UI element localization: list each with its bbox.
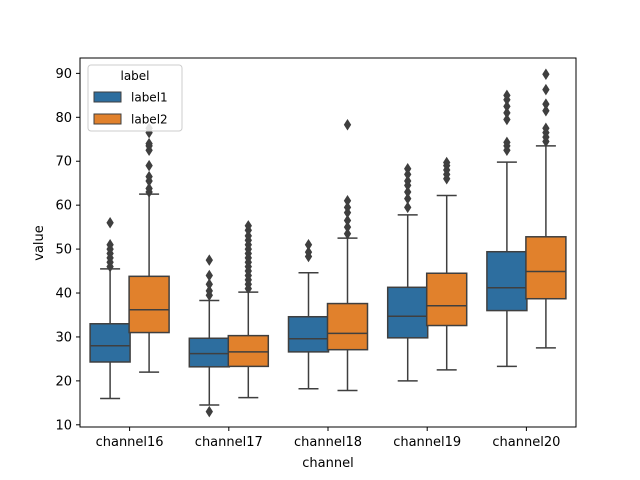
outlier-point (542, 83, 550, 96)
x-tick-label: channel16 (96, 435, 164, 450)
x-tick-label: channel18 (294, 435, 362, 450)
outlier-point (106, 216, 114, 229)
iqr-box (425, 272, 468, 327)
iqr-box (326, 302, 369, 351)
outlier-point (244, 220, 252, 232)
y-tick-label: 30 (55, 330, 72, 345)
outlier-point (404, 186, 412, 198)
outlier-point (503, 100, 511, 113)
x-tick-label: channel19 (393, 435, 461, 450)
y-tick-label: 80 (55, 111, 72, 126)
outlier-point (542, 68, 550, 80)
outlier-point (542, 98, 550, 110)
outlier-point (145, 137, 153, 150)
x-tick-label: channel17 (195, 435, 263, 450)
axes: 10 20 30 40 50 60 70 80 90 channel16 channel17 chan… (55, 57, 577, 450)
plot-area (89, 68, 567, 418)
outlier-point (205, 285, 213, 297)
legend-title: label (120, 69, 149, 83)
legend-label-label2: label2 (131, 113, 168, 127)
outlier-point (205, 278, 213, 290)
y-tick-label: 50 (55, 243, 72, 258)
iqr-box (486, 250, 528, 312)
outlier-point (205, 405, 213, 418)
box-label1-channel19 (386, 162, 429, 382)
outlier-point (343, 227, 352, 240)
box-label2-channel18 (326, 119, 369, 392)
y-tick-label: 60 (55, 199, 72, 214)
outlier-point (503, 107, 511, 119)
outlier-point (145, 182, 153, 195)
box-label1-channel17 (188, 254, 231, 418)
outlier-point (106, 238, 114, 251)
outlier-point (343, 119, 352, 131)
outlier-point (343, 195, 352, 207)
outlier-point (205, 269, 213, 282)
outlier-point (205, 254, 213, 266)
box-label2-channel17 (227, 220, 270, 399)
x-tick-label: channel20 (492, 435, 560, 450)
iqr-box (525, 236, 567, 300)
outlier-point (404, 175, 412, 187)
box-label1-channel16 (89, 216, 131, 400)
outlier-point (145, 170, 153, 183)
iqr-box (89, 323, 131, 363)
outlier-point (443, 156, 451, 169)
outlier-point (404, 201, 412, 214)
iqr-box (128, 275, 170, 334)
y-tick-label: 10 (55, 418, 72, 433)
outlier-point (542, 122, 550, 135)
outlier-point (343, 214, 352, 227)
box-label2-channel20 (525, 68, 567, 349)
iqr-box (188, 337, 231, 368)
outlier-point (343, 221, 352, 233)
box-label1-channel20 (486, 89, 528, 368)
y-tick-label: 70 (55, 155, 72, 170)
legend-swatch-label1 (93, 91, 122, 103)
iqr-box (287, 315, 330, 353)
y-axis-label: value (32, 225, 47, 261)
y-tick-label: 90 (55, 67, 72, 82)
outlier-point (404, 162, 412, 175)
legend-label-label1: label1 (131, 91, 168, 105)
y-tick-label: 20 (55, 374, 72, 389)
iqr-box (386, 286, 429, 339)
outlier-point (304, 246, 313, 258)
box-label2-channel19 (425, 156, 468, 371)
outlier-point (304, 238, 313, 251)
y-tick-label: 40 (55, 287, 72, 302)
outlier-point (404, 192, 412, 205)
x-axis-label: channel (302, 456, 353, 471)
outlier-point (145, 159, 153, 172)
box-label1-channel18 (287, 238, 330, 390)
iqr-box (227, 334, 270, 368)
outlier-point (503, 113, 511, 126)
legend-swatch-label2 (93, 113, 122, 125)
outlier-point (542, 104, 550, 117)
outlier-point (343, 201, 352, 214)
legend: label label1 label2 (87, 64, 183, 132)
outlier-point (503, 136, 511, 149)
outlier-point (503, 89, 511, 102)
